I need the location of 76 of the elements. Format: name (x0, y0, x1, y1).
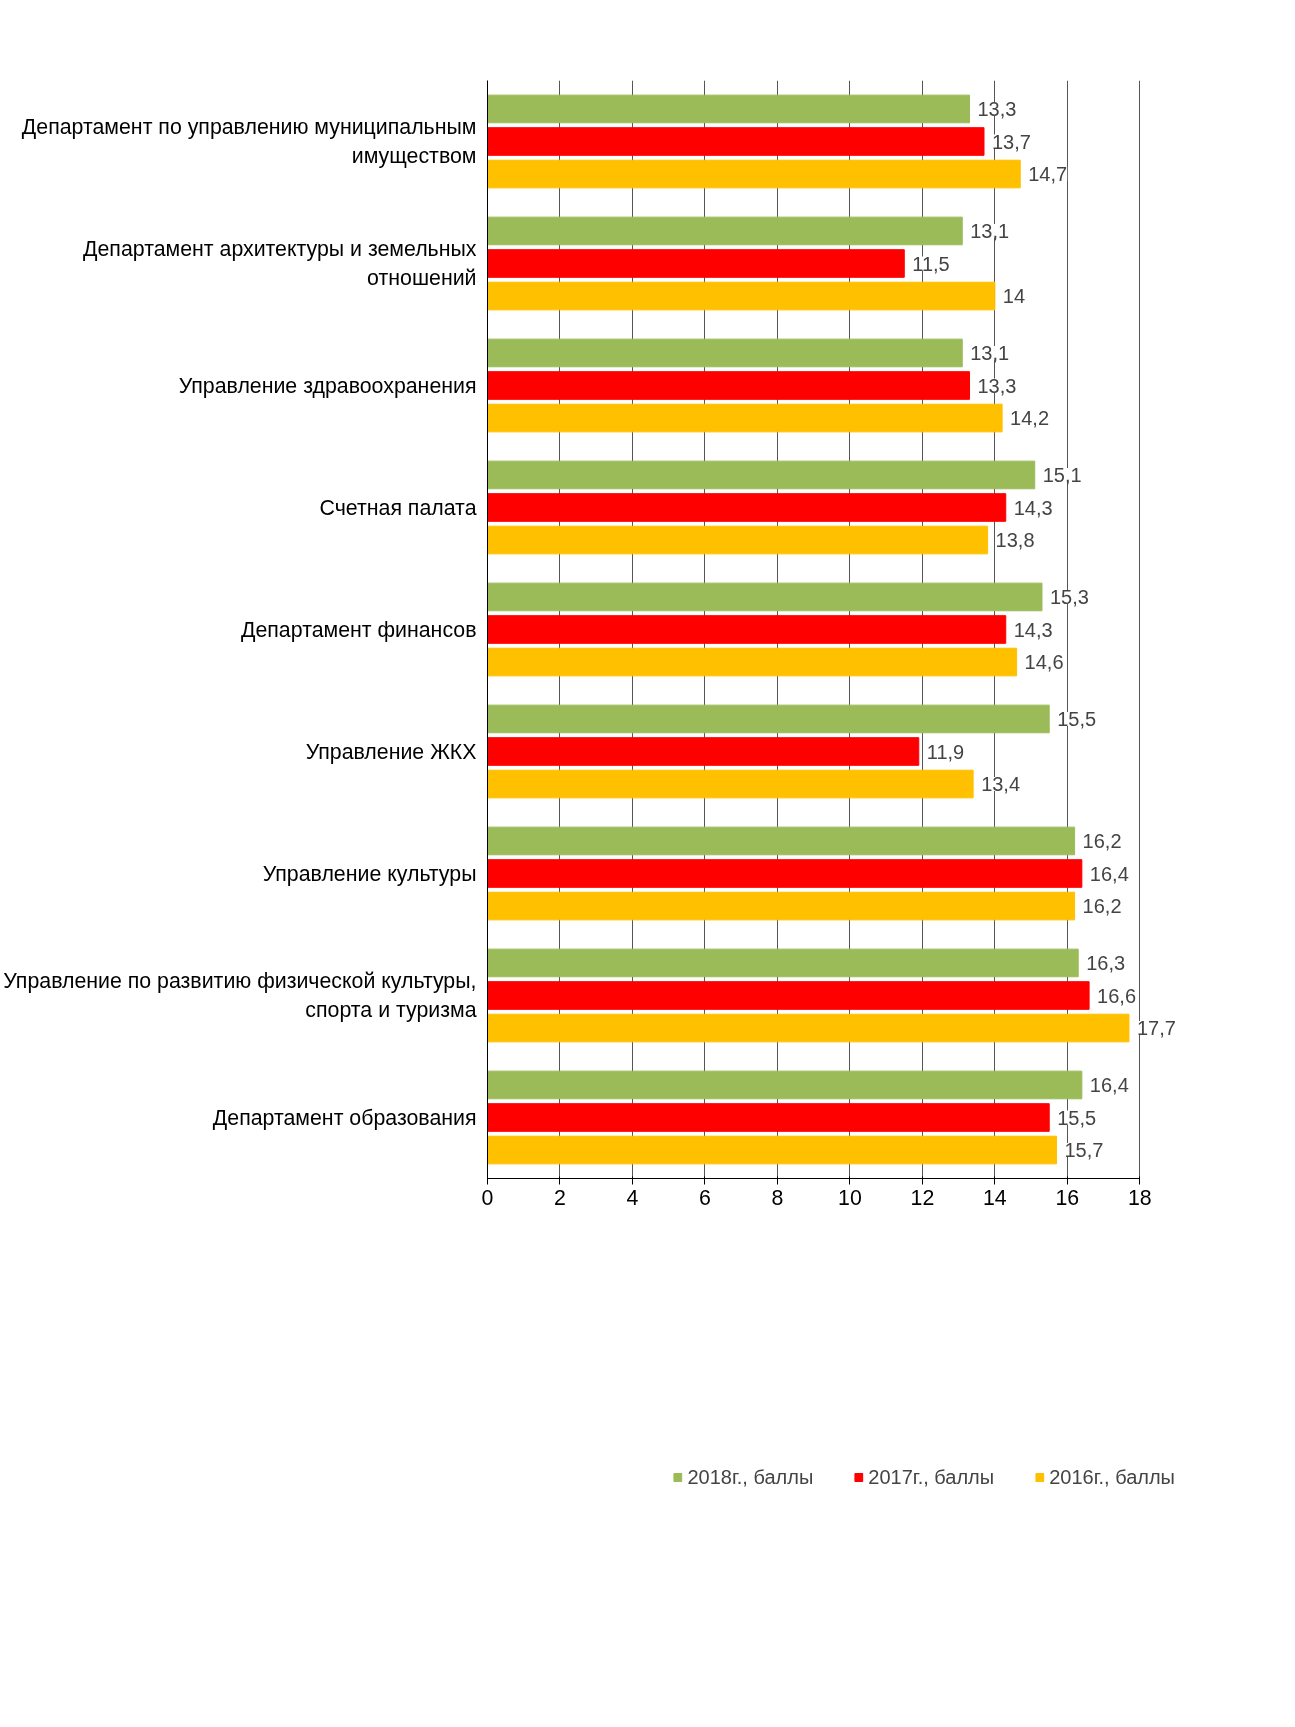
x-tick-label: 0 (481, 1185, 494, 1210)
x-tick-label: 16 (1055, 1185, 1080, 1210)
data-label: 11,5 (912, 252, 950, 275)
x-tick-label: 10 (838, 1185, 862, 1210)
data-label: 16,2 (1082, 895, 1122, 918)
legend-label: 2017г., баллы (868, 1465, 995, 1489)
data-label: 16,4 (1089, 862, 1129, 885)
bar (487, 403, 1003, 433)
data-label: 14 (1002, 285, 1026, 308)
x-tick-label: 6 (699, 1185, 711, 1210)
bar (487, 94, 970, 124)
bar (487, 826, 1076, 856)
data-label: 13,8 (995, 529, 1035, 552)
data-label: 11,9 (926, 740, 965, 763)
bar (487, 338, 963, 368)
data-label: 13,1 (970, 341, 1010, 364)
bar (487, 525, 989, 555)
x-tick-label: 8 (771, 1185, 784, 1210)
bar (487, 859, 1083, 888)
data-label: 15,7 (1064, 1139, 1104, 1162)
bar (487, 460, 1036, 490)
bar (487, 1070, 1083, 1100)
data-label: 14,3 (1013, 618, 1053, 641)
bar (487, 127, 985, 156)
bar (487, 281, 996, 311)
y-tick-label: Управление по развитию физической культуры, спорта и туризма (3, 969, 477, 1022)
x-tick-label: 14 (983, 1185, 1007, 1210)
y-tick-label: Департамент образования (212, 1105, 477, 1130)
bar (487, 704, 1050, 734)
data-label: 14,7 (1028, 163, 1068, 186)
bar (487, 1103, 1050, 1132)
legend-label: 2018г., баллы (687, 1465, 814, 1489)
data-label: 16,6 (1097, 984, 1137, 1007)
data-label: 15,1 (1042, 463, 1082, 486)
legend-label: 2016г., баллы (1049, 1465, 1175, 1489)
bar (487, 615, 1007, 644)
bar (487, 249, 905, 278)
data-label: 15,5 (1057, 707, 1097, 730)
data-label: 17,7 (1136, 1017, 1176, 1040)
data-label: 14,6 (1024, 651, 1064, 674)
y-tick-label: Департамент финансов (241, 617, 477, 642)
bar (487, 981, 1090, 1010)
data-label: 16,3 (1086, 951, 1126, 974)
bar (487, 1013, 1130, 1043)
bar (487, 371, 970, 400)
data-label: 16,4 (1089, 1073, 1129, 1096)
y-tick-label: Управление здравоохранения (178, 373, 477, 398)
bar (487, 1135, 1057, 1165)
data-label: 13,1 (970, 219, 1010, 242)
data-label: 15,5 (1057, 1106, 1097, 1129)
data-label: 16,2 (1082, 829, 1122, 852)
bar (487, 891, 1076, 921)
bar (487, 737, 920, 766)
data-label: 13,4 (981, 773, 1021, 796)
bar (487, 647, 1018, 677)
y-tick-label: Департамент по управлению муниципальным имуществом (21, 115, 477, 168)
bar (487, 216, 963, 246)
data-label: 14,3 (1013, 496, 1053, 519)
data-label: 14,2 (1010, 407, 1050, 430)
bar (487, 948, 1079, 978)
x-tick-label: 12 (910, 1185, 935, 1210)
data-label: 15,3 (1049, 585, 1089, 608)
data-label: 13,3 (977, 374, 1017, 397)
x-tick-label: 18 (1127, 1185, 1152, 1210)
data-label: 13,7 (992, 130, 1031, 153)
data-label: 13,3 (977, 97, 1017, 120)
x-tick-label: 4 (626, 1185, 639, 1210)
y-tick-label: Департамент архитектуры и земельных отношений (83, 237, 477, 290)
x-tick-label: 2 (554, 1185, 566, 1210)
y-tick-label: Управление культуры (262, 861, 477, 886)
bar (487, 159, 1021, 189)
y-tick-label: Счетная палата (319, 495, 477, 520)
y-tick-label: Управление ЖКХ (305, 739, 477, 764)
bar (487, 582, 1043, 612)
bar (487, 493, 1007, 522)
bar (487, 769, 974, 799)
